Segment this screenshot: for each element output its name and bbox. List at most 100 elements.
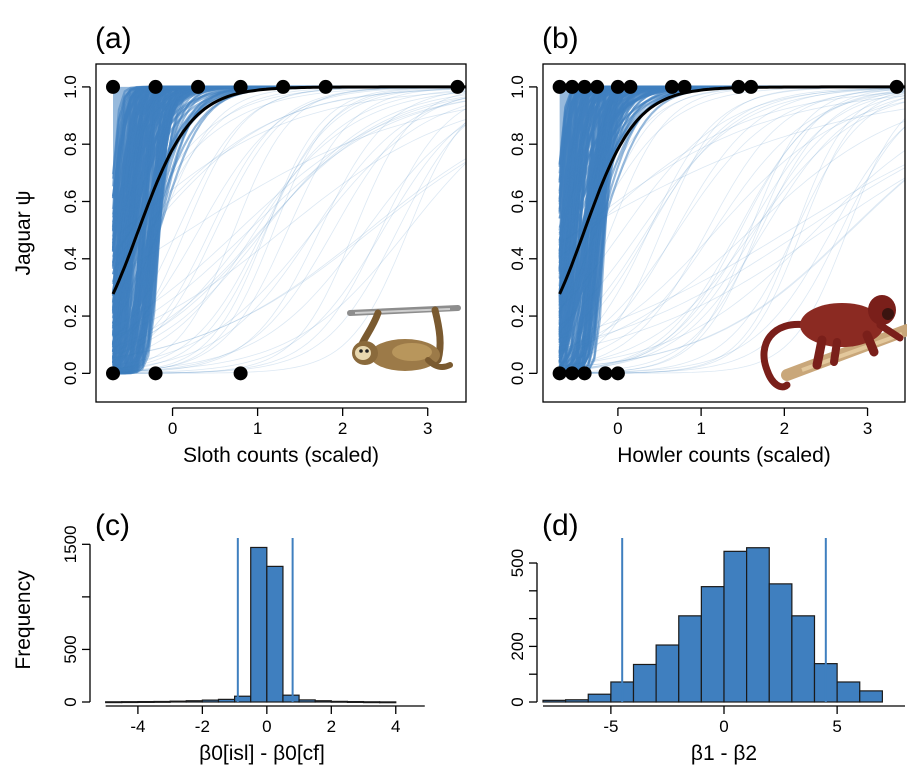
posterior-draw bbox=[559, 88, 905, 352]
x-tick-label-b: 1 bbox=[696, 419, 705, 438]
posterior-draw bbox=[559, 95, 905, 371]
observation-point bbox=[450, 79, 465, 94]
y-tick-label-b: 0.8 bbox=[508, 132, 527, 156]
y-tick-label-b: 0.0 bbox=[508, 362, 527, 386]
sloth-icon bbox=[347, 305, 461, 371]
histogram-bar bbox=[587, 693, 612, 703]
observation-point bbox=[552, 366, 567, 381]
posterior-draw bbox=[112, 100, 466, 335]
plot-frame-b bbox=[542, 63, 906, 403]
histogram-bar bbox=[185, 700, 203, 703]
x-axis-title-d: β1 - β2 bbox=[691, 742, 757, 765]
posterior-draw bbox=[559, 150, 905, 367]
x-tick-label-c: -2 bbox=[195, 717, 210, 736]
posterior-draw bbox=[112, 122, 466, 374]
panel-b-howler-plot: 0.0 0.2 0.4 0.6 0.8 1.0 0 1 2 3 Howler counts (sca… bbox=[508, 63, 907, 467]
histogram-bar bbox=[266, 565, 284, 703]
posterior-draw bbox=[112, 161, 466, 359]
histogram-bar bbox=[655, 644, 680, 703]
y-tick-label-a: 0.0 bbox=[61, 362, 80, 386]
posterior-curves-a bbox=[111, 85, 466, 375]
histogram-bar bbox=[379, 701, 397, 704]
histogram-bar bbox=[217, 698, 236, 703]
panel-label-a: (a) bbox=[95, 22, 132, 55]
y-tick-label-c: 1500 bbox=[61, 525, 80, 563]
posterior-draw bbox=[559, 87, 905, 309]
observation-point bbox=[623, 79, 638, 94]
axes-a: 0.0 0.2 0.4 0.6 0.8 1.0 0 1 2 3 Sloth counts (scal… bbox=[12, 63, 467, 467]
observations-b bbox=[552, 79, 904, 381]
observation-point bbox=[610, 366, 625, 381]
howler-monkey-icon bbox=[760, 295, 907, 391]
posterior-draw bbox=[113, 121, 466, 374]
y-tick-label-b: 0.6 bbox=[508, 190, 527, 214]
posterior-draw bbox=[112, 87, 466, 370]
observation-point bbox=[233, 366, 248, 381]
histogram-bar bbox=[314, 700, 332, 703]
x-tick-label-c: 4 bbox=[391, 717, 400, 736]
posterior-draw bbox=[112, 88, 466, 262]
posterior-draw bbox=[112, 94, 466, 356]
y-tick-label-b: 0.2 bbox=[508, 304, 527, 328]
observation-point bbox=[148, 366, 163, 381]
x-axis-title-b: Howler counts (scaled) bbox=[617, 444, 831, 467]
histogram-bar bbox=[678, 615, 702, 703]
histogram-bar bbox=[791, 615, 816, 703]
observations-a bbox=[106, 79, 465, 381]
observation-point bbox=[577, 366, 592, 381]
observation-point bbox=[664, 79, 679, 94]
posterior-draw bbox=[112, 96, 466, 351]
posterior-draw bbox=[559, 101, 905, 367]
y-tick-label-d: 500 bbox=[508, 549, 527, 577]
posterior-draw bbox=[112, 86, 466, 343]
histogram-bar bbox=[282, 694, 300, 703]
x-tick-label-d: 0 bbox=[719, 717, 728, 736]
bars-c bbox=[105, 546, 397, 704]
posterior-draw bbox=[112, 90, 466, 373]
posterior-draw bbox=[559, 92, 905, 371]
posterior-draw bbox=[112, 124, 466, 372]
posterior-draw bbox=[112, 119, 466, 337]
y-tick-label-a: 0.2 bbox=[61, 304, 80, 328]
credible-interval-lines-d bbox=[621, 538, 827, 702]
panel-c-histogram: 0 500 1500 -4 -2 0 2 4 β0[isl] - β0[cf] Frequency bbox=[12, 525, 425, 765]
x-tick-label-b: 3 bbox=[863, 419, 872, 438]
posterior-draw bbox=[112, 97, 466, 373]
histogram-bar bbox=[169, 700, 187, 703]
observation-point bbox=[106, 79, 121, 94]
histogram-bar bbox=[836, 681, 861, 703]
x-tick-label-c: 2 bbox=[327, 717, 336, 736]
posterior-draw bbox=[112, 86, 466, 373]
x-tick-label-a: 2 bbox=[338, 419, 347, 438]
histogram-bar bbox=[768, 583, 793, 703]
observation-point bbox=[318, 79, 333, 94]
histogram-bar bbox=[746, 547, 770, 703]
panel-a-sloth-plot: 0.0 0.2 0.4 0.6 0.8 1.0 0 1 2 3 Sloth counts (scal… bbox=[12, 63, 467, 467]
posterior-draw bbox=[112, 105, 466, 366]
posterior-draw bbox=[559, 101, 905, 351]
x-tick-label-d: -5 bbox=[603, 717, 618, 736]
histogram-bar bbox=[250, 546, 268, 703]
observation-point bbox=[276, 79, 291, 94]
posterior-draw bbox=[112, 108, 466, 278]
x-tick-label-b: 2 bbox=[780, 419, 789, 438]
posterior-draw bbox=[112, 87, 466, 373]
histogram-bar bbox=[362, 701, 381, 704]
observation-point bbox=[565, 79, 580, 94]
histogram-bar bbox=[859, 690, 883, 703]
histogram-bar bbox=[542, 699, 567, 703]
panel-label-c: (c) bbox=[95, 509, 130, 542]
y-tick-label-d: 200 bbox=[508, 632, 527, 660]
posterior-draw bbox=[559, 91, 905, 258]
posterior-draw bbox=[559, 108, 905, 243]
observation-point bbox=[552, 79, 567, 94]
posterior-draw bbox=[112, 89, 466, 361]
posterior-draw bbox=[112, 158, 466, 359]
posterior-draw bbox=[113, 108, 466, 374]
observation-point bbox=[565, 366, 580, 381]
posterior-draw bbox=[559, 97, 905, 372]
x-tick-label-a: 0 bbox=[168, 419, 177, 438]
histogram-bar bbox=[330, 700, 349, 703]
observation-point bbox=[744, 79, 759, 94]
